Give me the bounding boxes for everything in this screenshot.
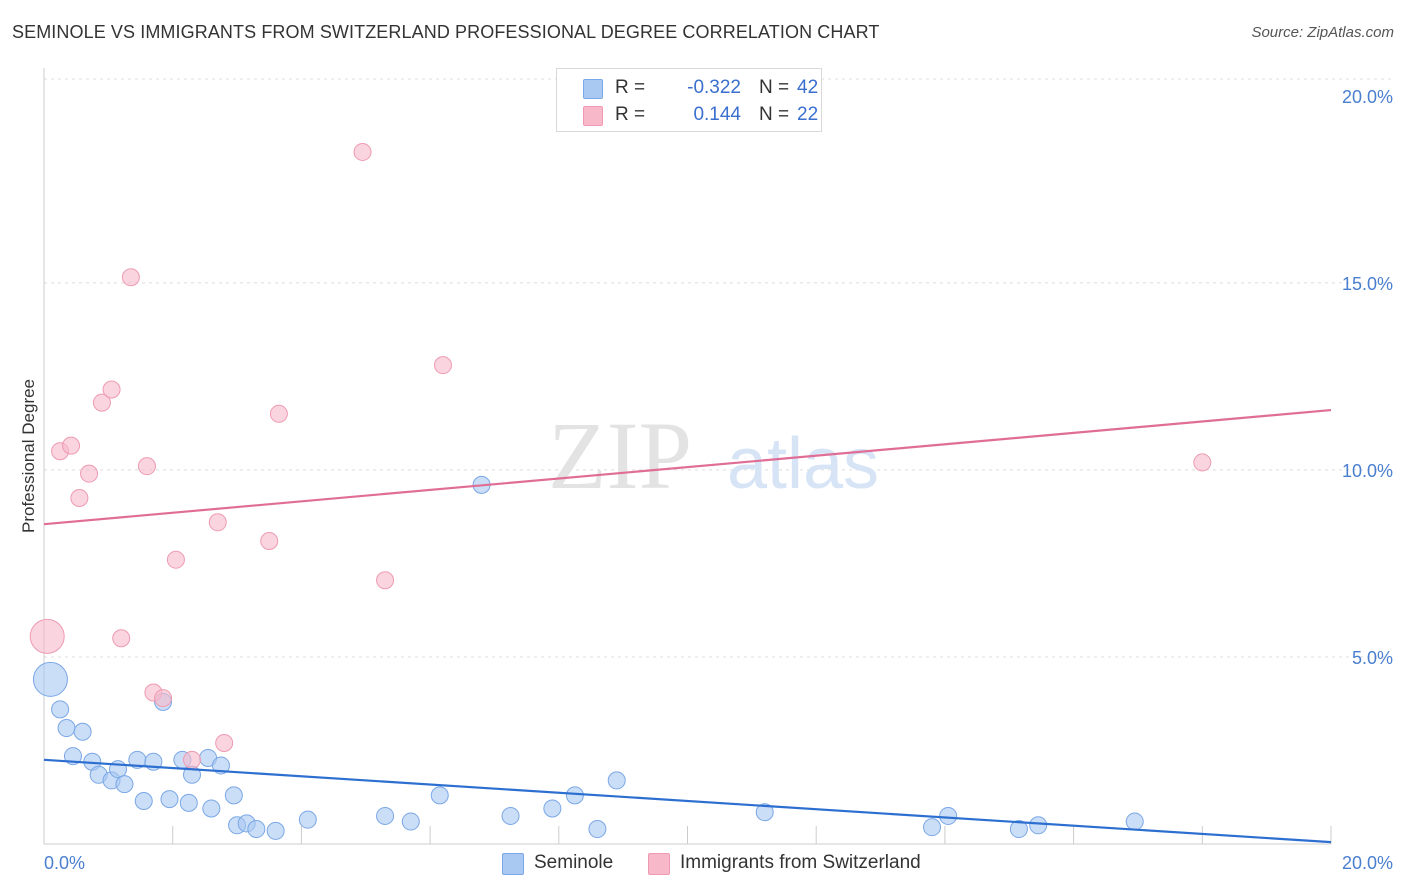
swiss-points [29, 142, 1212, 769]
swiss-point [1193, 453, 1212, 472]
seminole-point [247, 820, 266, 839]
legend-swatch-seminole [583, 79, 603, 99]
swiss-point [353, 142, 372, 161]
y-tick-label: 10.0% [1342, 461, 1393, 481]
seminole-point [298, 810, 317, 829]
legend-n-value: 42 [797, 77, 819, 98]
seminole-point [179, 793, 198, 812]
seminole-point [755, 803, 774, 822]
legend-n-label: N = [759, 104, 790, 125]
seminole-point [224, 786, 243, 805]
watermark: ZIP atlas [548, 402, 879, 509]
swiss-point [183, 750, 202, 769]
y-axis-label: Professional Degree [19, 379, 38, 533]
seminole-points [32, 475, 1144, 840]
watermark-atlas: atlas [727, 424, 879, 504]
tick-labels: 5.0% 10.0% 15.0% 20.0% 0.0% 20.0% [44, 87, 1393, 873]
swiss-point [112, 629, 131, 648]
watermark-zip: ZIP [548, 402, 692, 509]
swiss-point [376, 571, 395, 590]
seminole-point [266, 821, 285, 840]
axes [43, 68, 1332, 845]
legend-r-label: R = [615, 77, 646, 98]
seminole-point [565, 786, 584, 805]
seminole-point [939, 806, 958, 825]
grid-lines [44, 78, 1393, 658]
seminole-trend-line [43, 758, 1332, 844]
swiss-point [154, 689, 173, 708]
swiss-point [70, 488, 89, 507]
seminole-point [401, 812, 420, 831]
seminole-point [607, 771, 626, 790]
seminole-point [501, 806, 520, 825]
legend-swatch-swiss [583, 106, 603, 126]
swiss-point [166, 550, 185, 569]
swiss-point [102, 380, 121, 399]
seminole-swatch [502, 853, 524, 875]
legend-n-label: N = [759, 77, 790, 98]
swiss-point [137, 457, 156, 476]
swiss-point [80, 464, 99, 483]
legend-r-label: R = [615, 104, 646, 125]
legend-r-value: 0.144 [693, 104, 741, 125]
swiss-point [121, 268, 140, 287]
source-label: Source: ZipAtlas.com [1251, 24, 1394, 41]
seminole-point [211, 756, 230, 775]
seminole-point [115, 775, 134, 794]
swiss-point [260, 531, 279, 550]
seminole-point [376, 806, 395, 825]
y-tick-label: 15.0% [1342, 274, 1393, 294]
swiss-point [269, 404, 288, 423]
swiss-point [208, 513, 227, 532]
swiss-legend-label: Immigrants from Switzerland [680, 852, 921, 873]
seminole-point [202, 799, 221, 818]
seminole-legend-label: Seminole [534, 852, 614, 873]
seminole-point [160, 790, 179, 809]
seminole-point [1009, 820, 1028, 839]
x-tick-label: 20.0% [1342, 853, 1393, 873]
seminole-point [57, 719, 76, 738]
seminole-point [73, 722, 92, 741]
seminole-point [51, 700, 70, 719]
x-tick-label: 0.0% [44, 853, 85, 873]
y-tick-label: 20.0% [1342, 87, 1393, 107]
chart-title: SEMINOLE VS IMMIGRANTS FROM SWITZERLAND … [12, 22, 880, 42]
swiss-point [215, 733, 234, 752]
swiss-point [433, 356, 452, 375]
seminole-point [543, 799, 562, 818]
legend-r-value: -0.322 [687, 77, 741, 98]
swiss-point [92, 393, 111, 412]
seminole-point [134, 791, 153, 810]
seminole-point [430, 786, 449, 805]
legend-n-value: 22 [797, 104, 819, 125]
seminole-point [923, 818, 942, 837]
seminole-point [32, 661, 68, 697]
swiss-swatch [648, 853, 670, 875]
seminole-point [588, 820, 607, 839]
seminole-point [1029, 816, 1048, 835]
swiss-point [62, 436, 81, 455]
trend-lines [43, 408, 1332, 844]
seminole-point [1125, 812, 1144, 831]
swiss-trend-line [43, 408, 1332, 526]
y-tick-label: 5.0% [1352, 648, 1393, 668]
correlation-legend: R = -0.322 N = 42 R = 0.144 N = 22 [556, 68, 822, 132]
swiss-point [29, 618, 65, 654]
